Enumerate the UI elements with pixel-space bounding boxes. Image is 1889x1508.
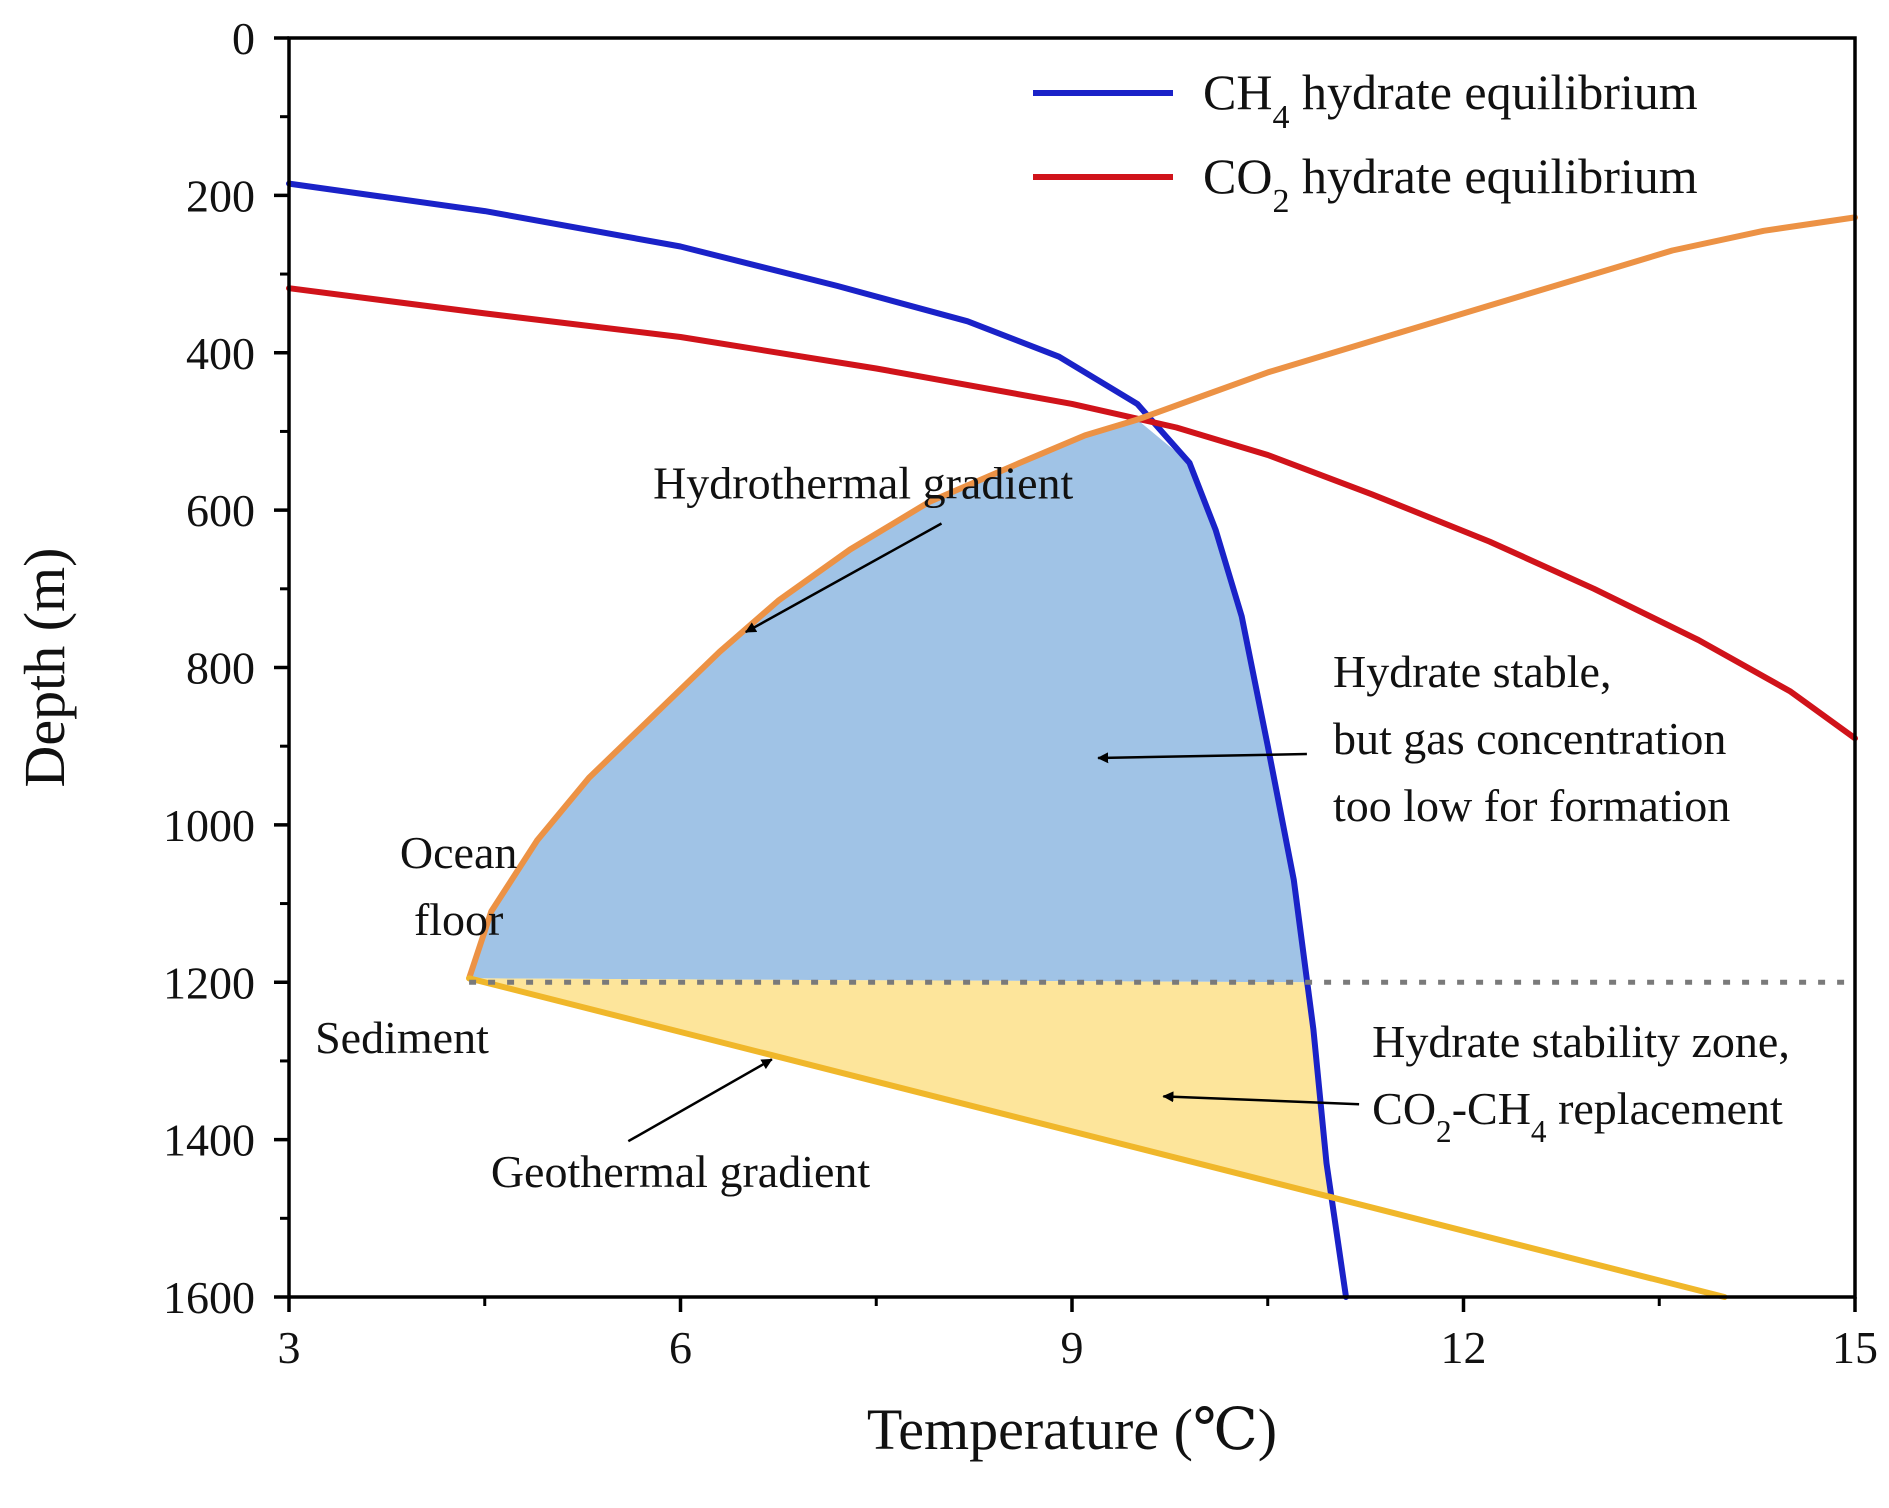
x-tick-label: 9 xyxy=(1061,1322,1084,1373)
annotation-stability-zone-line-1: Hydrate stability zone, xyxy=(1372,1016,1790,1067)
y-tick-label: 400 xyxy=(186,328,255,379)
y-tick-label: 1200 xyxy=(163,957,255,1008)
y-tick-label: 1400 xyxy=(163,1115,255,1166)
annotation-ocean-floor-line-1: Ocean xyxy=(400,827,517,878)
y-tick-label: 600 xyxy=(186,485,255,536)
axes: 3 6 9 12 15 0 200 400 600 800 1000 1200 1400 1600 xyxy=(163,13,1878,1373)
annotations: Hydrothermal gradient Hydrate stable, but … xyxy=(315,457,1790,1197)
y-tick-label: 800 xyxy=(186,643,255,694)
annotation-hydrothermal-arrow xyxy=(744,522,943,634)
annotation-geothermal-arrow xyxy=(627,1058,773,1143)
x-tick-label: 12 xyxy=(1441,1322,1487,1373)
series-line-hydrothermal-gradient xyxy=(466,214,1858,982)
x-tick-label: 3 xyxy=(278,1322,301,1373)
y-tick-label: 200 xyxy=(186,170,255,221)
series-line-co2-hydrate-equilibrium xyxy=(286,285,1858,742)
legend-label-ch4-hydrate-equilibrium: CH4 hydrate equilibrium xyxy=(1203,64,1698,136)
x-axis-title: Temperature (℃) xyxy=(867,1397,1277,1462)
region-hydrate-stable-but-gas-concentration-too xyxy=(469,419,1305,983)
y-axis-title: Depth (m) xyxy=(12,548,77,788)
annotation-hydrothermal-line-1: Hydrothermal gradient xyxy=(653,457,1073,508)
x-tick-label: 6 xyxy=(669,1322,692,1373)
annotation-hydrate-stable-line-3: too low for formation xyxy=(1333,780,1730,831)
x-tick-label: 15 xyxy=(1832,1322,1878,1373)
annotation-hydrate-stable-line-2: but gas concentration xyxy=(1333,713,1726,764)
shaded-regions xyxy=(469,419,1334,1198)
legend-label-co2-hydrate-equilibrium: CO2 hydrate equilibrium xyxy=(1203,148,1698,220)
annotation-geothermal-line-1: Geothermal gradient xyxy=(491,1146,871,1197)
annotation-hydrate-stable-arrow xyxy=(1097,752,1307,764)
annotation-ocean-floor-line-2: floor xyxy=(414,894,503,945)
legend: CH4 hydrate equilibrium CO2 hydrate equil… xyxy=(1033,64,1698,220)
annotation-stability-zone-line-2: CO2-CH4 replacement xyxy=(1372,1083,1783,1149)
series-line-geothermal-gradient xyxy=(466,975,1728,1300)
y-tick-label: 1600 xyxy=(163,1272,255,1323)
y-tick-label: 0 xyxy=(232,13,255,64)
annotation-stability-zone-arrow xyxy=(1162,1091,1360,1106)
y-tick-label: 1000 xyxy=(163,800,255,851)
annotation-hydrate-stable-line-1: Hydrate stable, xyxy=(1333,646,1611,697)
series-lines xyxy=(286,180,1858,1300)
annotation-sediment-line-1: Sediment xyxy=(315,1012,489,1063)
series-line-ch4-hydrate-equilibrium xyxy=(286,180,1349,1300)
